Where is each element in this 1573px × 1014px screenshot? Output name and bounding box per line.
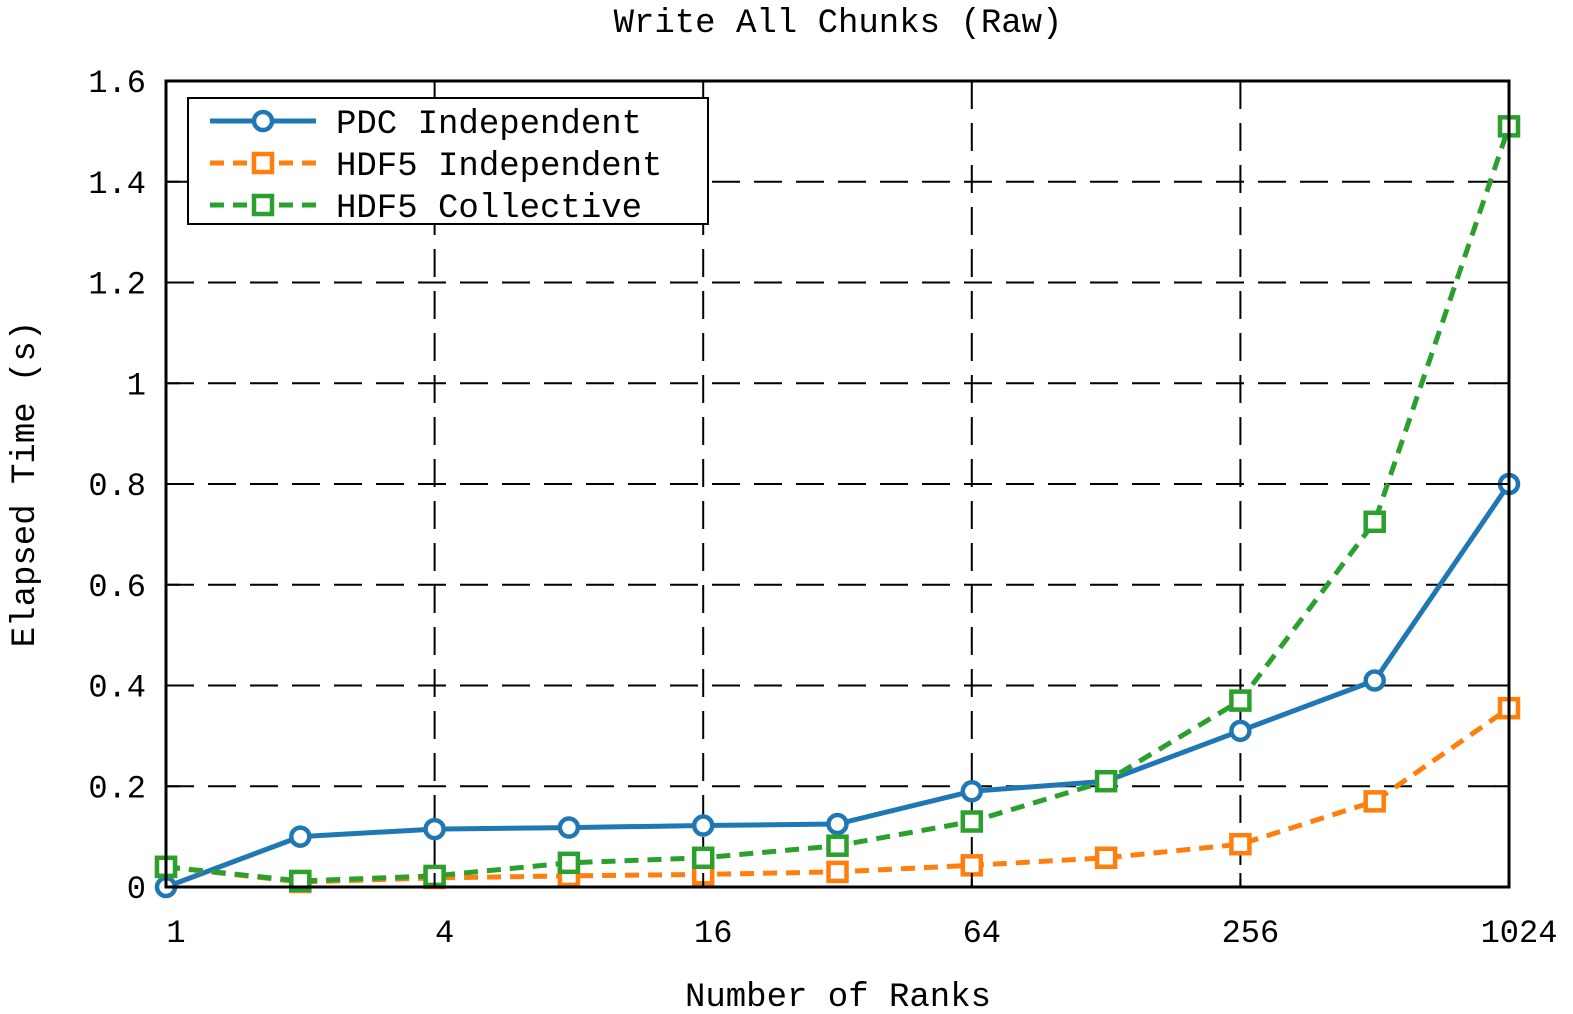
legend-marker: [251, 151, 275, 175]
y-tick-label: 1.4: [88, 166, 146, 203]
data-point: [691, 814, 715, 837]
y-tick-label: 1.2: [88, 267, 146, 304]
y-tick-label: 0.8: [88, 468, 146, 505]
data-point: [960, 780, 984, 803]
series-2: [154, 696, 1521, 894]
y-tick-label: 0: [127, 871, 146, 908]
series-1: [154, 472, 1521, 899]
legend-marker: [251, 193, 275, 217]
y-tick-label: 1: [127, 367, 146, 404]
legend-marker: [251, 109, 275, 133]
data-point: [826, 834, 849, 857]
legend: PDC Independent HDF5 Independent HDF5 Coll…: [187, 97, 709, 228]
data-point: [826, 812, 849, 836]
y-axis-label: Elapsed Time (s): [7, 321, 45, 647]
y-tick-label: 0.4: [88, 670, 146, 707]
data-point: [557, 816, 581, 839]
data-point: [1229, 719, 1252, 743]
data-point: [289, 825, 312, 848]
data-point: [557, 851, 581, 875]
legend-label: HDF5 Independent: [336, 148, 662, 186]
data-point: [1363, 790, 1386, 813]
series-layer: [154, 115, 1521, 899]
x-tick-label: 1024: [1481, 915, 1558, 952]
x-tick-label: 64: [963, 915, 1001, 952]
legend-label: HDF5 Collective: [336, 190, 642, 228]
ticks: 0 0.2 0.4 0.6 0.8 1 1.2 1.4 1.6 1 4 16 64 256 1024: [88, 65, 1557, 952]
y-tick-label: 0.6: [88, 569, 146, 606]
data-point: [826, 860, 849, 884]
x-tick-label: 256: [1222, 915, 1280, 952]
data-point: [1363, 669, 1386, 692]
data-point: [1094, 769, 1118, 793]
data-point: [1229, 832, 1252, 856]
x-axis-label: Number of Ranks: [685, 979, 991, 1014]
legend-label: PDC Independent: [336, 106, 642, 144]
series-3: [154, 115, 1521, 893]
data-point: [289, 869, 312, 893]
data-point: [1363, 510, 1386, 534]
x-tick-label: 16: [694, 915, 732, 952]
data-point: [960, 810, 984, 833]
y-tick-label: 1.6: [88, 65, 146, 102]
data-point: [691, 846, 715, 870]
x-tick-label: 4: [435, 915, 454, 952]
chart-title: Write All Chunks (Raw): [614, 5, 1063, 43]
data-point: [960, 854, 984, 877]
x-tick-label: 1: [166, 915, 185, 952]
y-tick-label: 0.2: [88, 770, 146, 807]
data-point: [1094, 846, 1118, 870]
data-point: [423, 817, 446, 841]
series-line: [165, 125, 1512, 884]
data-point: [1229, 689, 1252, 712]
